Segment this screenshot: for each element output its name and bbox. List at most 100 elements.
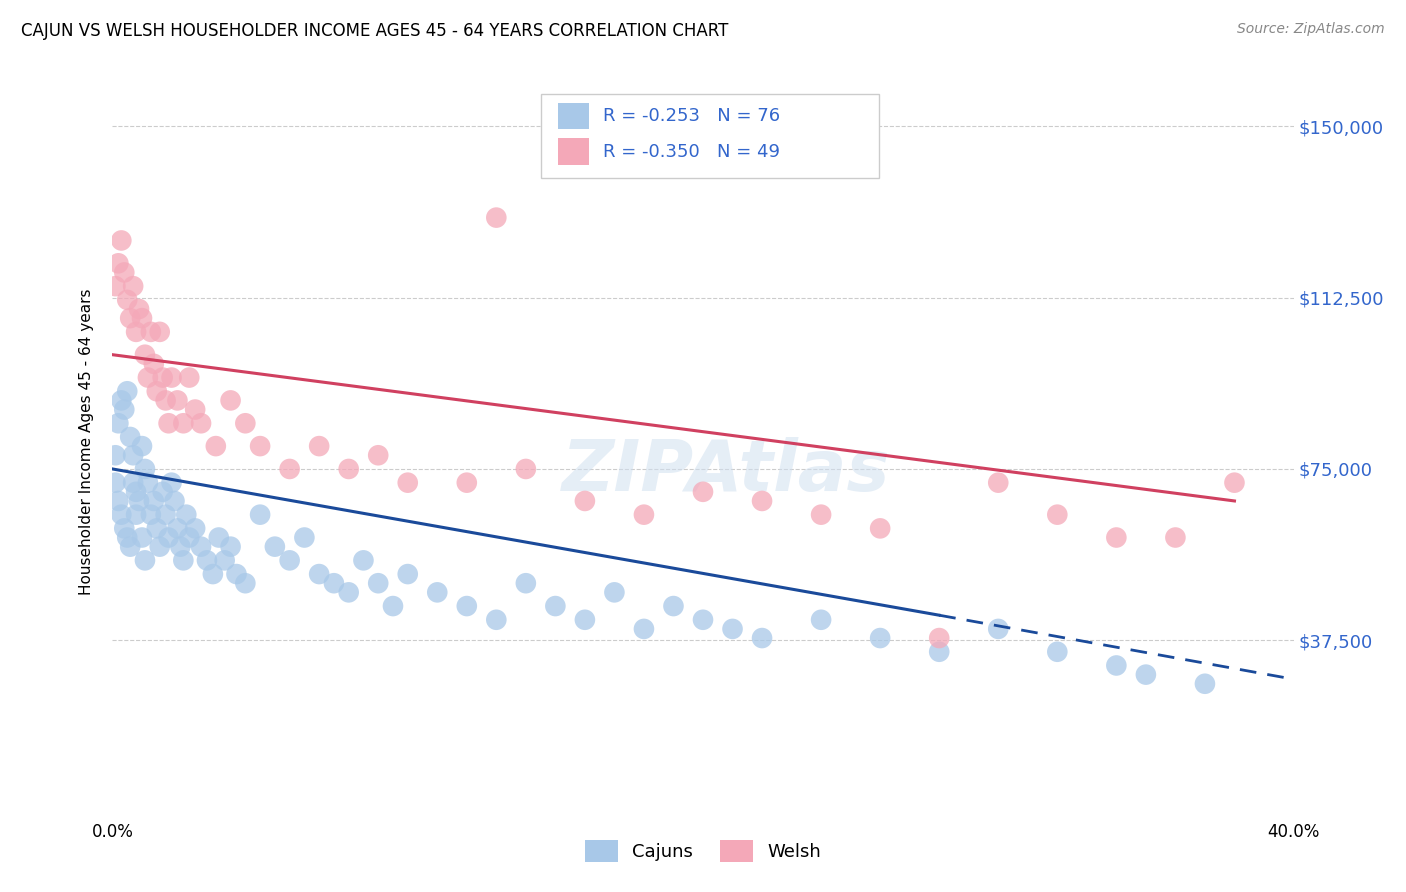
Legend: Cajuns, Welsh: Cajuns, Welsh [578,833,828,870]
Point [987,622,1010,636]
Point [249,508,271,522]
Point [157,531,180,545]
Point [456,599,478,613]
Point [112,402,135,417]
Point [128,494,150,508]
Point [515,576,537,591]
Point [1223,475,1246,490]
Point [107,256,129,270]
Point [662,599,685,613]
Point [160,475,183,490]
Point [149,325,172,339]
Point [928,645,950,659]
Point [117,293,138,307]
Point [146,521,169,535]
Point [574,494,596,508]
Point [485,613,508,627]
Point [810,613,832,627]
Point [117,384,138,399]
Point [136,370,159,384]
Point [337,585,360,599]
Point [233,576,256,591]
Point [987,475,1010,490]
Point [751,631,773,645]
Point [128,301,150,316]
Point [142,357,165,371]
Point [869,631,891,645]
Point [107,494,129,508]
Point [264,540,287,554]
Point [120,430,142,444]
Point [104,279,127,293]
Point [633,622,655,636]
Point [205,439,228,453]
Point [139,325,162,339]
Point [160,370,183,384]
Point [139,508,162,522]
Point [125,484,148,499]
Point [120,311,142,326]
Point [869,521,891,535]
Point [174,508,197,522]
Point [131,439,153,453]
Text: ZIPAtlas: ZIPAtlas [562,437,891,506]
Point [190,540,212,554]
Point [352,553,374,567]
Point [214,553,236,567]
Point [155,393,177,408]
Point [337,462,360,476]
Point [152,484,174,499]
Point [1105,531,1128,545]
Point [134,553,156,567]
Point [396,475,419,490]
Point [184,521,207,535]
Point [208,531,231,545]
Point [131,531,153,545]
Point [172,417,194,431]
Point [219,540,242,554]
Point [166,393,188,408]
Point [1135,667,1157,681]
Point [1194,677,1216,691]
Point [692,613,714,627]
Point [1046,508,1069,522]
Point [278,462,301,476]
Point [146,384,169,399]
Point [169,540,191,554]
Point [166,521,188,535]
Point [574,613,596,627]
Point [233,417,256,431]
Point [179,531,201,545]
Y-axis label: Householder Income Ages 45 - 64 years: Householder Income Ages 45 - 64 years [79,288,94,595]
Point [603,585,626,599]
Point [110,234,132,248]
Point [633,508,655,522]
Point [134,462,156,476]
Point [122,279,145,293]
Point [1105,658,1128,673]
Point [544,599,567,613]
Point [152,370,174,384]
Point [112,521,135,535]
Point [396,567,419,582]
Point [104,475,127,490]
Point [110,393,132,408]
Point [142,494,165,508]
Point [308,439,330,453]
Point [323,576,346,591]
Text: R = -0.253   N = 76: R = -0.253 N = 76 [603,107,780,125]
Point [1164,531,1187,545]
Point [278,553,301,567]
Point [125,325,148,339]
Point [190,417,212,431]
Point [134,348,156,362]
Point [136,475,159,490]
Point [810,508,832,522]
Point [122,475,145,490]
Point [157,417,180,431]
Text: Source: ZipAtlas.com: Source: ZipAtlas.com [1237,22,1385,37]
Point [485,211,508,225]
Point [172,553,194,567]
Point [219,393,242,408]
Point [426,585,449,599]
